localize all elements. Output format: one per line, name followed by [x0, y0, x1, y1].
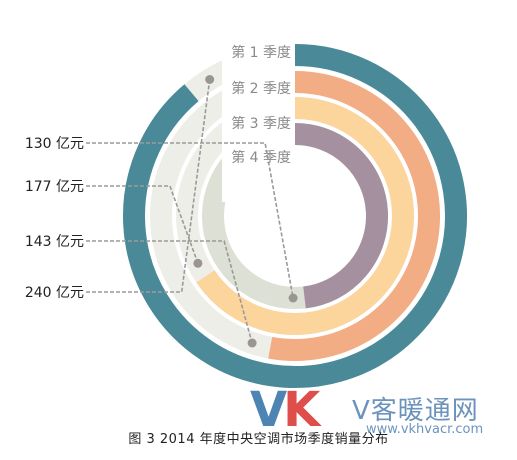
watermark-logo: VK: [250, 382, 320, 438]
value-label: 143 亿元: [25, 234, 84, 250]
watermark-url: www.vkhvacr.com: [366, 422, 484, 437]
value-leader-dot: [288, 293, 298, 303]
ring-arc: [268, 71, 441, 361]
ring-category-label: 第 4 季度: [231, 149, 291, 166]
value-leader-dot: [205, 75, 215, 84]
value-leader-line: [86, 79, 211, 293]
value-leader-dot: [193, 258, 203, 268]
value-leader-line: [86, 142, 294, 299]
radial-bar-chart: 第 1 季度第 2 季度第 3 季度第 4 季度 240 亿元 143 亿元 177 …: [24, 0, 467, 388]
ring-arc: [123, 44, 467, 388]
ring-arc: [294, 123, 389, 309]
value-label: 130 亿元: [25, 136, 84, 152]
ring-category-label: 第 1 季度: [231, 44, 291, 61]
value-leader-line: [86, 240, 253, 344]
value-leader-line: [86, 185, 199, 264]
watermark-text: V客暖通网: [352, 396, 479, 426]
label-mask-edge: [291, 0, 295, 60]
watermark: VK V客暖通网 www.vkhvacr.com: [250, 382, 517, 438]
label-mask: [222, 28, 295, 202]
value-label: 240 亿元: [25, 285, 84, 301]
ring-category-label: 第 2 季度: [231, 80, 291, 97]
ring-arc: [196, 97, 414, 335]
value-label: 177 亿元: [25, 179, 84, 195]
value-leader-dot: [247, 338, 257, 348]
ring-category-label: 第 3 季度: [231, 115, 291, 132]
chart-caption: 图 3 2014 年度中央空调市场季度销量分布: [128, 432, 389, 447]
